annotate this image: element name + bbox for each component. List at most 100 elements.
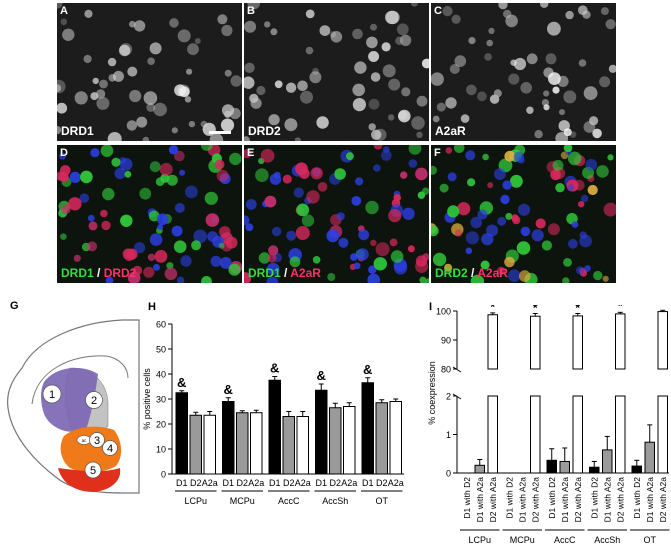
cell <box>421 58 429 69</box>
bar-label: D1 with A2a <box>645 477 655 523</box>
cell <box>393 194 401 202</box>
cell <box>154 250 168 263</box>
cell <box>60 18 68 26</box>
bar-label: D1 with D2 <box>547 477 557 519</box>
caption-sep: / <box>93 266 104 280</box>
bar-d1-accc <box>268 379 281 475</box>
cell <box>119 158 133 171</box>
cell <box>80 170 93 184</box>
cell <box>508 269 521 282</box>
panel-caption: DRD2 <box>248 124 281 138</box>
cell <box>147 57 155 65</box>
cell <box>124 170 132 178</box>
cell <box>57 125 62 135</box>
cell <box>62 28 75 41</box>
cell <box>204 191 218 205</box>
cell <box>271 226 282 237</box>
cell <box>127 66 138 77</box>
cell <box>268 245 279 256</box>
brain-inner-arc <box>31 355 129 405</box>
cell <box>274 80 283 89</box>
micro-panel-c: C A2aR <box>431 3 616 141</box>
group-label: AccSh <box>322 496 348 506</box>
cell <box>543 104 550 111</box>
bar-4-0 <box>631 465 642 474</box>
cell <box>593 270 603 281</box>
bar-label: A2a <box>248 478 264 488</box>
cell <box>596 165 609 178</box>
cell <box>244 76 255 89</box>
cell <box>107 132 122 141</box>
bar-label: D2 <box>376 478 388 488</box>
bar-d2-accc <box>282 416 295 475</box>
cell <box>415 260 429 273</box>
cell <box>373 257 387 271</box>
cell <box>516 241 531 255</box>
cell <box>366 36 378 49</box>
cell <box>305 46 314 55</box>
cell <box>120 214 133 227</box>
cell <box>541 240 552 251</box>
cell <box>411 116 425 130</box>
bar-2-2-lower <box>572 395 583 474</box>
micro-panel-f: F DRD2 / A2aR <box>431 145 616 283</box>
cell <box>368 123 376 131</box>
cell <box>607 154 614 161</box>
cell <box>194 38 201 44</box>
cell <box>159 162 173 176</box>
cell <box>146 103 156 112</box>
y-tick-label: 1 <box>446 430 451 440</box>
bar-label: A2a <box>388 478 404 488</box>
cell <box>350 253 358 261</box>
y-axis-title: % coexpression <box>427 361 437 425</box>
cell <box>608 64 616 73</box>
cell <box>156 213 169 226</box>
y-tick-label: 80 <box>441 365 451 375</box>
cell <box>87 241 98 252</box>
cell <box>370 23 377 31</box>
cell <box>334 168 346 180</box>
cell <box>467 178 476 187</box>
cell <box>519 270 531 282</box>
bar-label: D2 <box>329 478 341 488</box>
cell <box>356 248 369 261</box>
bar-label: D1 <box>176 478 188 488</box>
region-5 <box>58 468 121 492</box>
bar-label: D1 with D2 <box>632 477 642 519</box>
cell <box>88 221 98 231</box>
cell <box>289 256 301 268</box>
cell <box>399 34 412 46</box>
cell <box>526 53 538 65</box>
cell <box>585 158 598 171</box>
cell <box>505 212 513 220</box>
cell <box>266 276 279 283</box>
bar-label: D1 with D2 <box>504 477 514 519</box>
cell <box>477 209 488 220</box>
cell <box>174 203 185 213</box>
bar-a2a-ot <box>389 401 402 475</box>
cell <box>545 53 557 65</box>
bar-a2a-lcpu <box>203 414 216 475</box>
bar-label: D1 with D2 <box>462 477 472 519</box>
bar-label: A2a <box>295 478 311 488</box>
bar-1-2-upper <box>530 315 541 370</box>
cell <box>400 171 408 179</box>
bar-4-1 <box>644 441 655 474</box>
cell <box>74 91 88 105</box>
cell <box>142 136 150 141</box>
panel-caption: DRD1 / A2aR <box>248 266 321 280</box>
cell <box>166 174 178 186</box>
svg-text:5: 5 <box>90 465 96 477</box>
svg-text:4: 4 <box>107 443 113 455</box>
cell <box>396 23 409 36</box>
significance-mark: & <box>224 382 233 397</box>
bar-label: D1 with A2a <box>475 477 485 523</box>
cell <box>496 266 506 275</box>
cell <box>294 137 301 141</box>
cell <box>365 200 379 215</box>
cell <box>143 91 158 105</box>
cell <box>353 262 361 270</box>
cell <box>338 237 349 248</box>
group-label: MCPu <box>230 496 255 506</box>
cell <box>488 27 495 34</box>
